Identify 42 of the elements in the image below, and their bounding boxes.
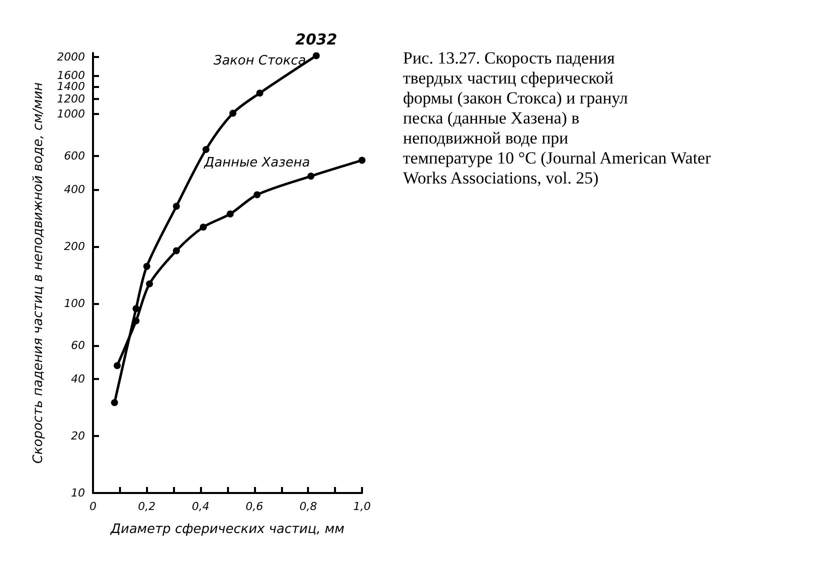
y-tick-label: 600 xyxy=(64,150,85,163)
point xyxy=(226,210,234,218)
point xyxy=(254,191,261,198)
y-tick-label: 100 xyxy=(64,297,85,310)
point xyxy=(143,262,150,270)
point xyxy=(307,172,314,180)
point xyxy=(202,146,210,153)
y-tick-label: 1600 xyxy=(57,68,85,82)
point xyxy=(200,224,207,231)
series-label: Закон Стокса xyxy=(214,54,306,69)
point xyxy=(114,362,121,370)
x-tick-label: 0,4 xyxy=(192,500,210,513)
y-tick-label: 1200 xyxy=(57,92,85,106)
y-tick-label: 60 xyxy=(71,339,85,352)
x-tick-label: 0,8 xyxy=(299,500,317,513)
point xyxy=(312,52,320,60)
series-label: Данные Хазена xyxy=(203,155,310,170)
point xyxy=(132,305,140,312)
y-tick-label: 400 xyxy=(64,182,85,196)
y-tick-label: 2000 xyxy=(57,50,85,64)
point xyxy=(229,110,236,117)
y-tick-label: 20 xyxy=(71,429,85,442)
point xyxy=(172,202,180,210)
x-tick-label: 0,6 xyxy=(246,500,264,513)
x-tick-label: 1,0 xyxy=(353,500,371,513)
data-label: 2032 xyxy=(295,30,338,49)
x-tick-label: 0,2 xyxy=(138,500,156,513)
x-axis-title: Диаметр сферических частиц, мм xyxy=(110,522,345,537)
y-tick-label: 1000 xyxy=(57,108,85,121)
x-tick-label: 0 xyxy=(90,500,96,513)
y-tick-label: 200 xyxy=(64,240,85,253)
y-tick-label: 40 xyxy=(71,372,85,386)
text: Рис. 13.27. Скорость падения твердых частиц сферической формы (закон Стокса) и гранул песка (данные Хазена) в неподвижной воде при температуре 10 °C (Journal American Water Works Associations, vol. 25) xyxy=(403,48,716,188)
y-axis-title: Скорость падения частиц в неподвижной воде, см/мин xyxy=(31,82,46,464)
point xyxy=(358,156,366,164)
point xyxy=(172,247,180,254)
point xyxy=(111,399,118,406)
y-tick-label: 1400 xyxy=(57,80,85,93)
point xyxy=(256,90,264,97)
y-tick-label: 10 xyxy=(71,486,85,500)
point xyxy=(132,317,140,324)
point xyxy=(146,280,153,288)
